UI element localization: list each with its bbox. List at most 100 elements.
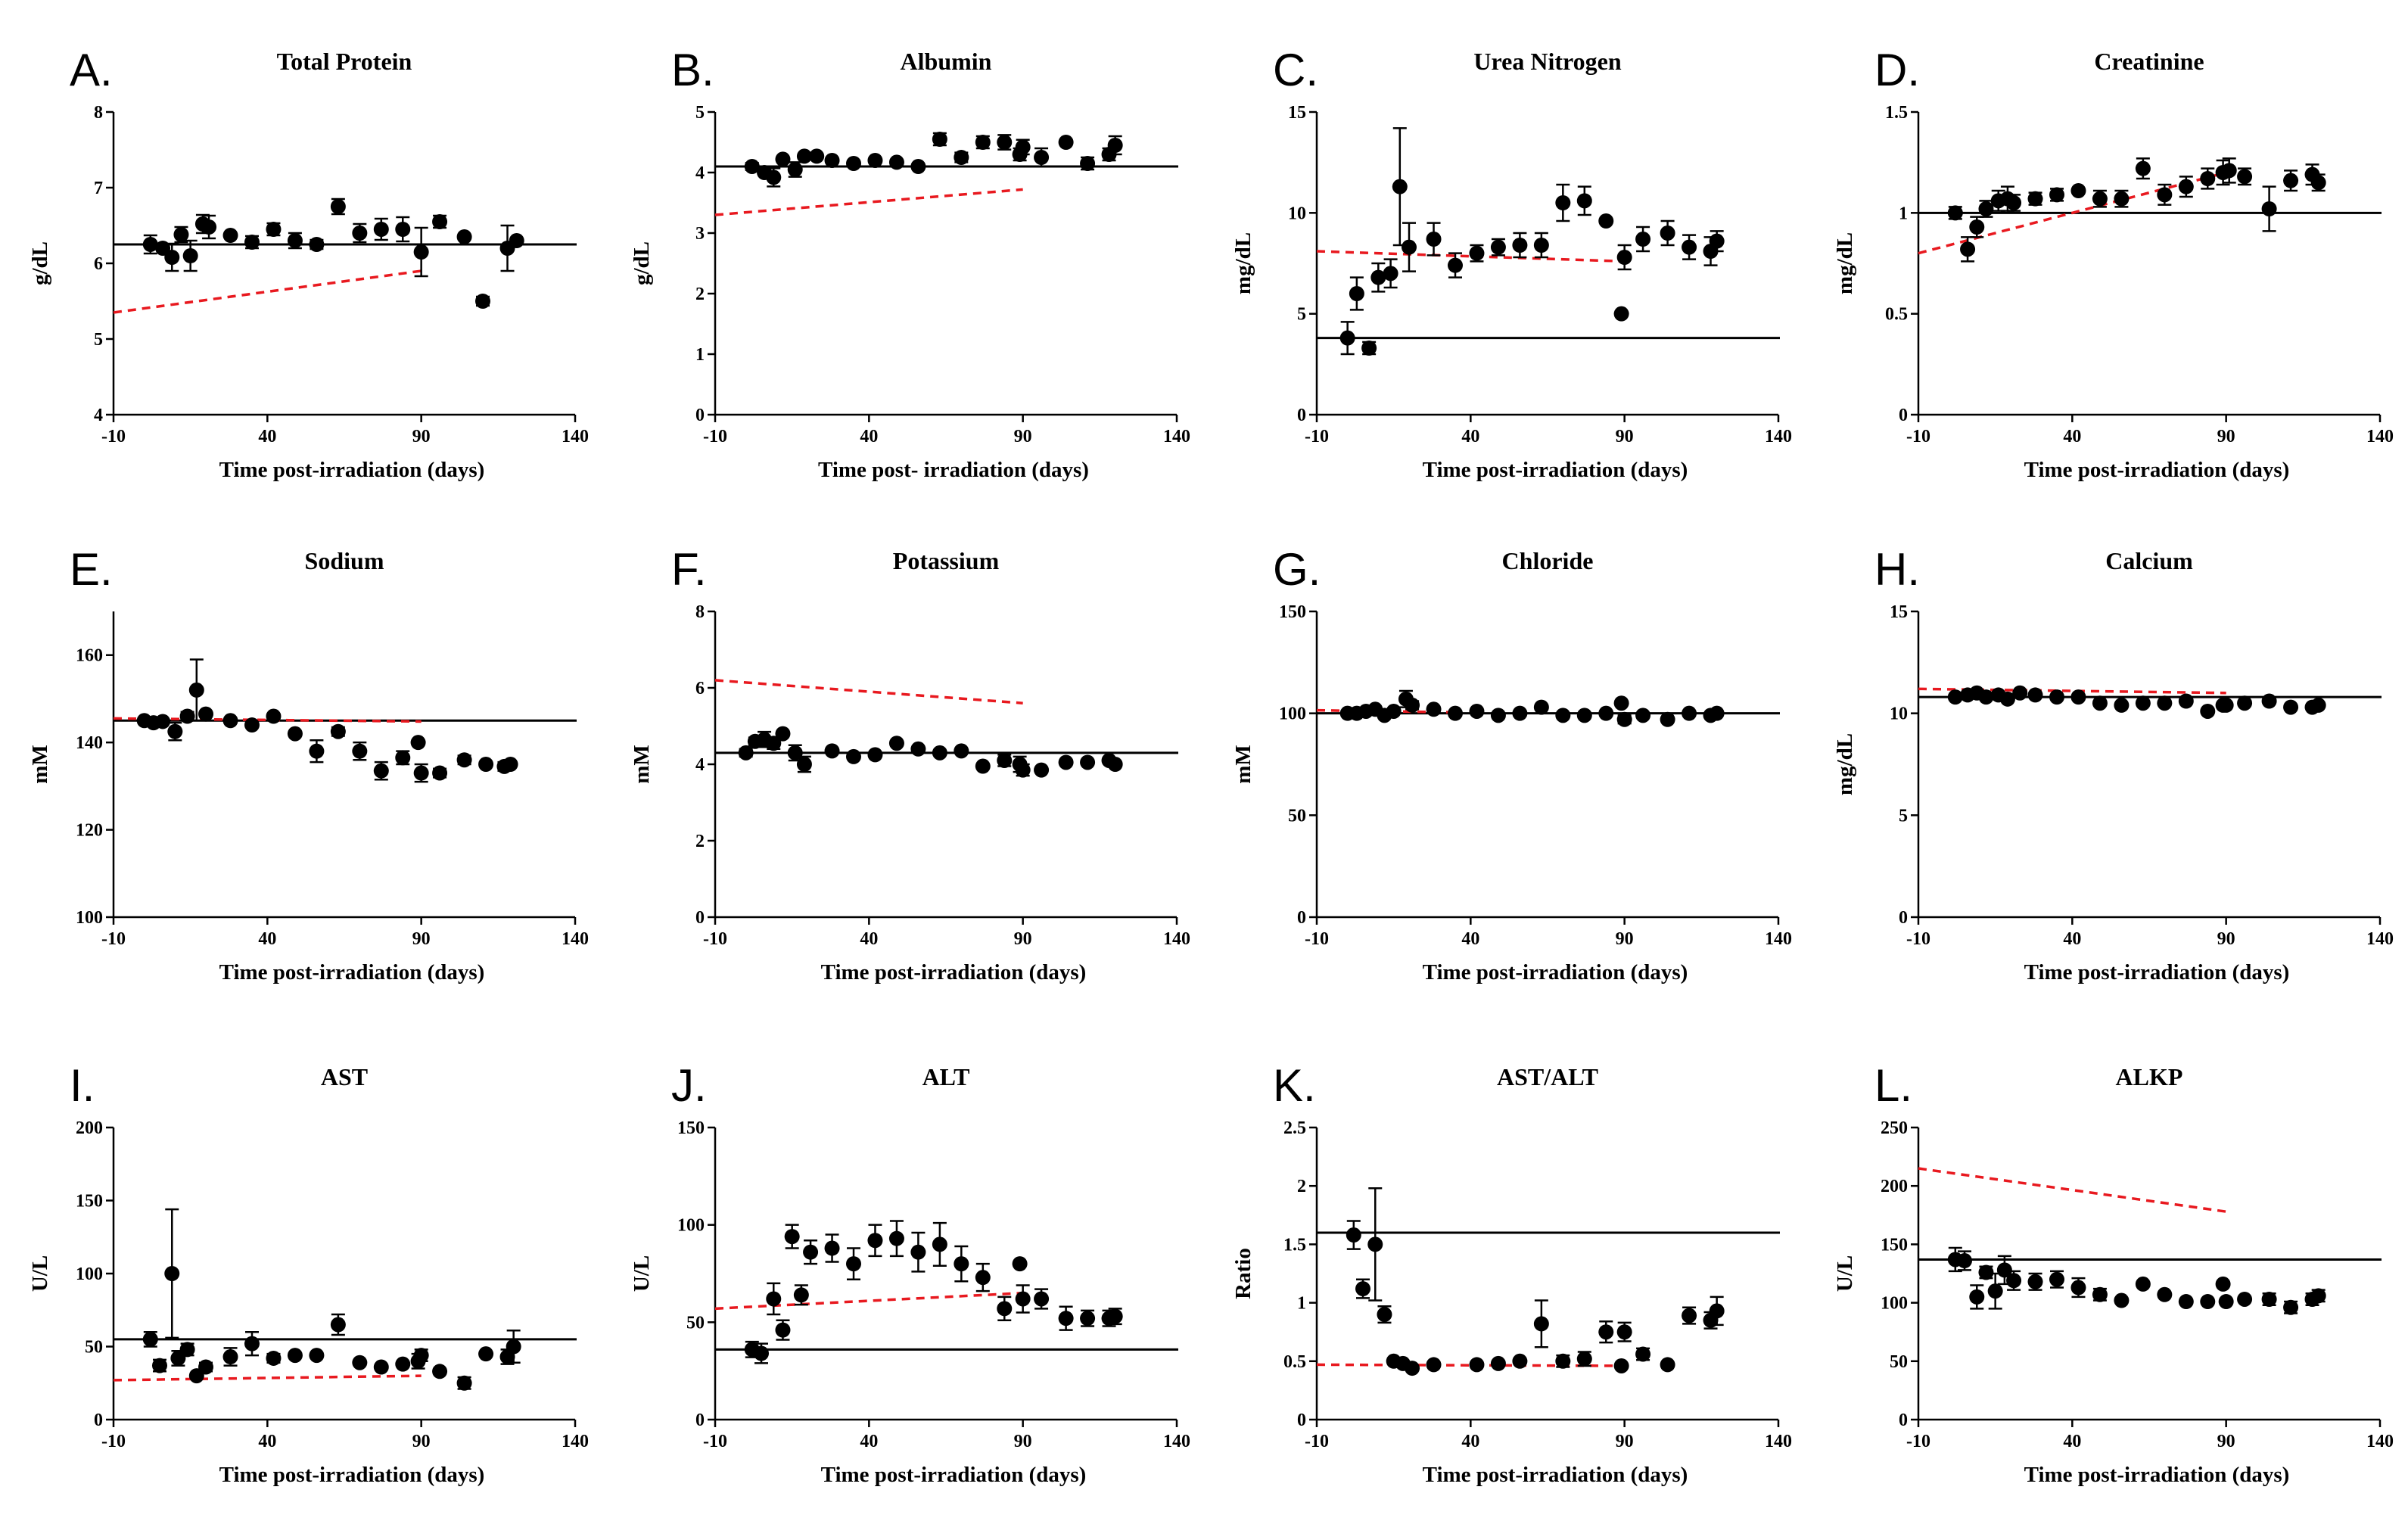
y-tick-label: 100 (76, 1264, 103, 1284)
data-point (188, 682, 204, 698)
data-point (1660, 226, 1675, 241)
chart-panel-1: A. Total Protein 4 5 6 7 8 -10 40 90 140 Time post-… (28, 45, 589, 482)
data-point (352, 226, 368, 241)
y-tick-label: 50 (686, 1313, 705, 1333)
data-point (1405, 1361, 1420, 1376)
x-tick-label: 40 (860, 1432, 878, 1451)
x-tick-label: 90 (2217, 427, 2235, 446)
data-point (1960, 241, 1976, 257)
data-point (1512, 1353, 1528, 1369)
data-point (1107, 1308, 1123, 1324)
y-tick-label: 120 (76, 821, 103, 841)
y-tick-label: 200 (1881, 1177, 1908, 1196)
data-point (2215, 1276, 2231, 1292)
data-point (867, 747, 883, 763)
data-point (478, 757, 494, 772)
data-point (1058, 135, 1074, 150)
data-point (2261, 201, 2277, 216)
x-axis-label: Time post-irradiation (days) (2024, 458, 2290, 482)
data-point (373, 222, 389, 237)
data-point (179, 1342, 195, 1358)
trend-line (1918, 171, 2227, 255)
data-point (754, 1345, 769, 1361)
data-point (775, 1322, 791, 1338)
y-tick-label: 50 (1288, 806, 1306, 826)
data-point (824, 743, 840, 759)
data-point (1613, 1358, 1629, 1373)
y-tick-label: 15 (1890, 602, 1908, 622)
x-tick-label: 40 (258, 427, 276, 446)
data-point (1555, 708, 1571, 723)
data-point (932, 132, 947, 147)
data-point (2027, 191, 2043, 207)
chart-title: Chloride (1502, 547, 1594, 574)
y-axis-label: g/dL (630, 241, 654, 285)
panel-letter: I. (70, 1060, 95, 1111)
chart-panel-9: I. AST 0 50 100 150 200 -10 40 90 140 Time post-irr… (28, 1060, 589, 1487)
y-axis-label: mg/dL (1833, 733, 1857, 795)
data-point (954, 150, 969, 165)
data-point (244, 717, 260, 733)
data-point (1533, 238, 1549, 253)
chart-panel-4: D. Creatinine 0 0.5 1 1.5 -10 40 90 140 Time post-… (1833, 45, 2394, 482)
data-point (410, 735, 426, 751)
x-tick-label: 90 (412, 929, 431, 949)
data-point (2283, 173, 2299, 188)
data-point (1080, 156, 1096, 171)
data-point (888, 1230, 904, 1246)
y-tick-label: 5 (94, 330, 103, 350)
data-point (1576, 193, 1592, 209)
data-point (766, 1291, 782, 1307)
y-tick-label: 2.5 (1283, 1118, 1306, 1138)
y-tick-label: 0 (695, 406, 705, 425)
data-point (506, 1339, 521, 1355)
panel-letter: K. (1273, 1060, 1316, 1111)
data-point (2178, 1294, 2194, 1310)
y-tick-label: 0 (1297, 1411, 1306, 1430)
data-point (1555, 1353, 1571, 1369)
data-point (456, 752, 472, 768)
x-axis-label: Time post-irradiation (days) (1423, 458, 1688, 482)
y-tick-label: 160 (76, 646, 103, 666)
data-point (2178, 179, 2194, 194)
data-point (910, 1244, 926, 1260)
data-point (2114, 1292, 2130, 1308)
data-point (2200, 703, 2216, 719)
data-point (2218, 697, 2234, 713)
data-point (2237, 169, 2253, 185)
data-point (1402, 239, 1417, 255)
data-point (766, 170, 782, 185)
data-point (309, 1348, 325, 1364)
chart-panel-6: F. Potassium 0 2 4 6 8 -10 40 90 140 Time post-irra… (630, 544, 1190, 984)
data-point (1660, 1357, 1675, 1373)
data-point (744, 159, 760, 174)
data-point (1533, 1316, 1549, 1332)
y-axis-label: g/dL (28, 241, 52, 285)
data-point (2006, 1273, 2022, 1289)
data-point (1969, 219, 1985, 235)
data-point (2237, 1291, 2253, 1307)
data-point (1709, 1303, 1725, 1319)
data-point (1426, 1357, 1442, 1373)
y-tick-label: 140 (76, 733, 103, 753)
data-point (456, 1375, 472, 1391)
data-point (1635, 232, 1651, 247)
y-tick-label: 5 (1899, 806, 1908, 826)
y-tick-label: 6 (695, 679, 705, 698)
x-axis-label: Time post-irradiation (days) (219, 458, 485, 482)
data-point (266, 708, 282, 724)
data-point (309, 237, 325, 252)
trend-line (714, 1291, 1023, 1311)
data-point (222, 1349, 238, 1365)
data-point (2283, 1299, 2299, 1315)
x-axis-label: Time post-irradiation (days) (1423, 1463, 1688, 1487)
data-point (2237, 695, 2253, 711)
data-point (1058, 754, 1074, 770)
y-tick-label: 150 (76, 1192, 103, 1212)
data-point (888, 154, 904, 170)
y-tick-label: 15 (1288, 103, 1306, 123)
x-tick-label: -10 (101, 1432, 126, 1451)
data-point (478, 1346, 494, 1362)
y-tick-label: 4 (94, 406, 103, 425)
data-point (2027, 687, 2043, 703)
